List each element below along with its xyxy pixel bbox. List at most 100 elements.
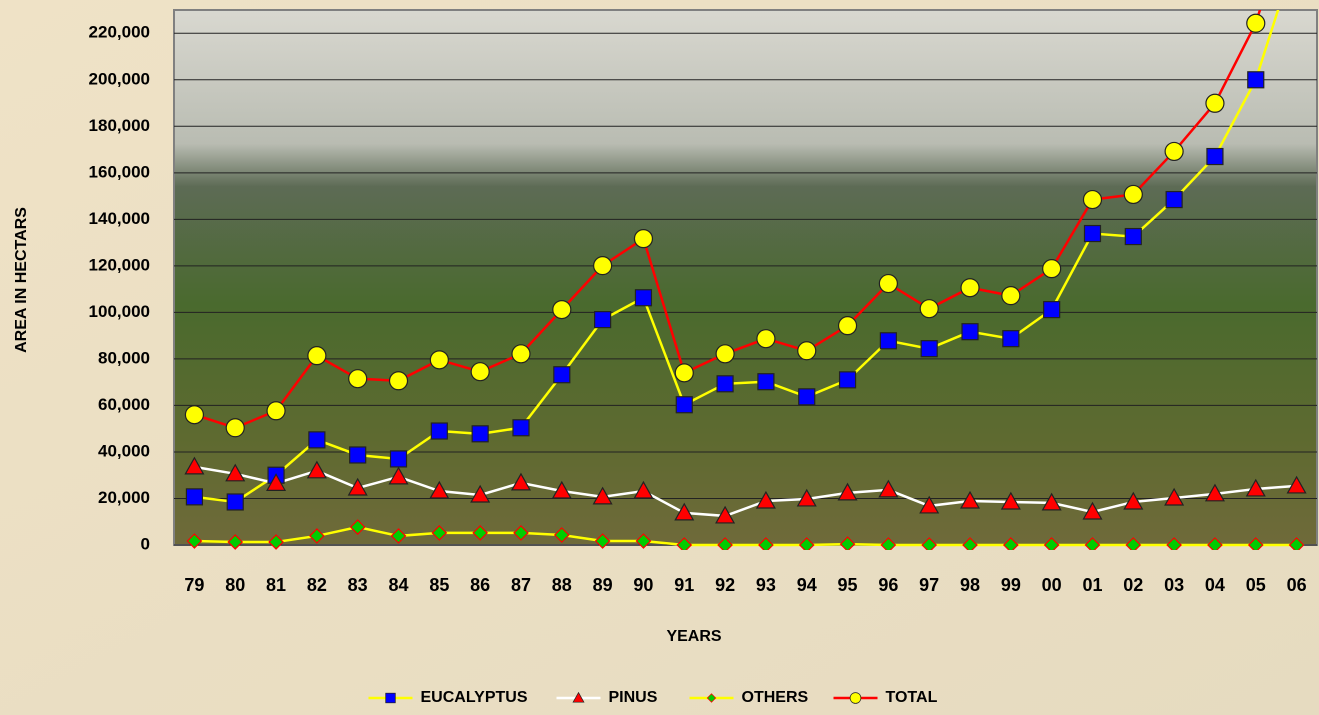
x-tick-label: 04 [1205,575,1225,595]
x-tick-label: 83 [348,575,368,595]
x-tick-label: 00 [1042,575,1062,595]
marker [347,477,368,496]
x-tick-label: 02 [1123,575,1143,595]
legend-marker [385,692,396,704]
marker [674,363,694,383]
marker [960,278,980,298]
marker [796,488,817,507]
marker [266,401,286,421]
marker [633,480,654,499]
marker [1164,141,1184,162]
marker [307,346,327,366]
plot-area [173,9,1318,546]
marker [306,460,327,479]
y-tick-label: 160,000 [89,162,150,181]
marker [1205,93,1225,113]
x-tick-label: 96 [878,575,898,595]
marker [594,533,611,549]
marker [268,534,284,550]
marker [962,537,978,550]
marker [226,493,244,511]
marker [1206,147,1224,166]
marker [838,371,857,389]
legend-marker [572,691,585,703]
marker [1002,330,1020,348]
marker [225,463,246,482]
marker [961,323,979,341]
legend-marker [849,692,862,704]
marker [511,344,531,364]
marker [878,273,898,294]
marker [755,490,776,509]
y-tick-label: 20,000 [98,488,150,507]
marker [676,537,693,550]
marker [717,537,733,550]
marker [512,419,530,437]
marker [1000,491,1021,510]
marker [959,490,981,509]
x-tick-label: 84 [389,575,409,595]
x-tick-label: 91 [674,575,694,595]
x-tick-label: 93 [756,575,776,595]
marker [553,366,571,384]
marker [1286,475,1307,494]
y-tick-label: 200,000 [89,69,150,88]
marker [798,388,816,406]
x-tick-label: 81 [266,575,286,595]
marker [1041,492,1062,511]
series-line [194,465,1297,518]
x-tick-label: 95 [838,575,858,595]
marker [675,396,693,414]
marker [1001,286,1021,306]
marker [797,341,817,361]
marker [837,482,858,501]
legend-marker [706,693,717,703]
marker [839,536,856,550]
marker [1247,71,1265,89]
x-tick-label: 01 [1082,575,1102,595]
marker [388,466,409,485]
marker [225,418,245,438]
marker [552,300,572,320]
marker [921,537,938,550]
marker [1288,537,1305,550]
marker [919,495,940,514]
marker [1123,184,1143,205]
legend-label: EUCALYPTUS [421,689,528,706]
x-tick-label: 89 [593,575,613,595]
marker [798,537,815,550]
marker [594,311,612,329]
marker [1082,189,1103,210]
y-axis-title: AREA IN HECTARS [13,207,30,353]
marker [470,362,490,382]
marker [308,431,326,449]
marker [635,533,652,549]
marker [716,375,734,393]
marker [1082,501,1103,520]
marker [551,480,572,499]
y-tick-label: 100,000 [89,302,150,321]
marker [757,373,775,391]
marker [266,473,287,491]
marker [389,450,408,468]
marker [1164,487,1185,506]
marker [349,519,366,535]
marker [185,488,204,506]
y-tick-label: 0 [141,534,150,553]
x-tick-label: 92 [715,575,735,595]
marker [634,289,653,307]
marker [878,479,899,498]
marker [1245,478,1266,497]
legend-label: OTHERS [742,689,809,706]
marker [592,486,613,505]
marker [837,316,858,336]
marker [510,472,532,491]
marker [715,505,736,524]
marker [1123,491,1144,510]
x-tick-label: 94 [797,575,817,595]
marker [1124,227,1142,246]
marker [1207,537,1223,550]
marker [758,537,774,550]
marker [348,369,368,389]
